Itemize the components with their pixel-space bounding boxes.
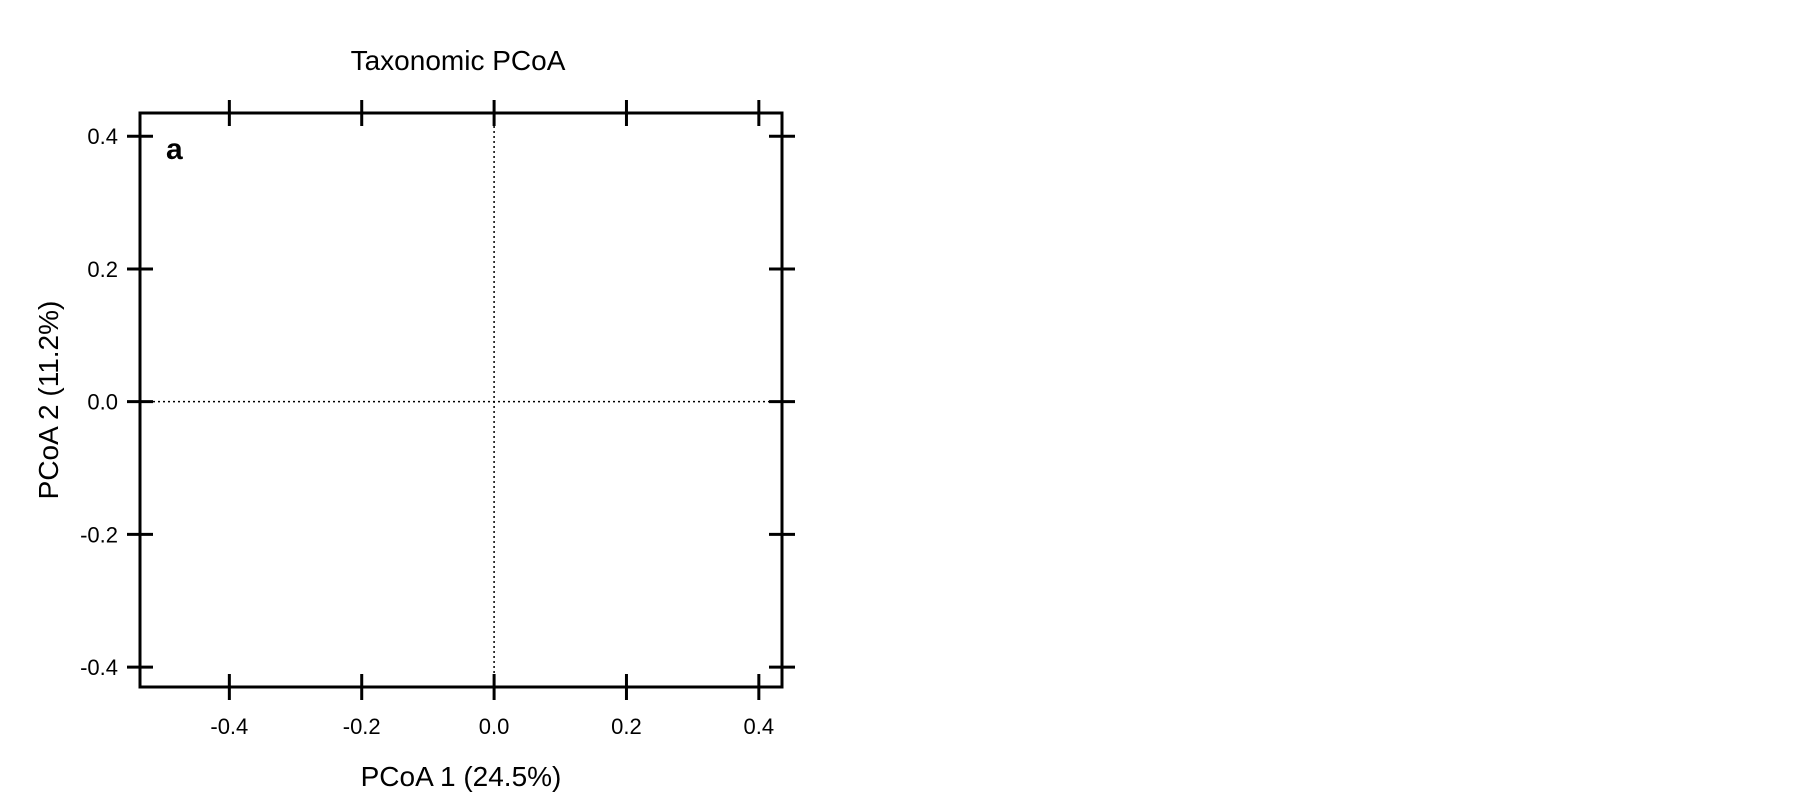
x-tick-label: 0.4 (744, 714, 775, 739)
y-axis-ticks: 0.4 0.2 0.0 -0.2 -0.4 (80, 124, 795, 680)
y-tick-label: 0.0 (87, 390, 118, 415)
chart-title: Taxonomic PCoA (351, 45, 566, 76)
x-tick-label: 0.2 (611, 714, 642, 739)
y-tick-label: -0.2 (80, 522, 118, 547)
x-axis-label: PCoA 1 (24.5%) (361, 761, 562, 792)
panel-label: a (166, 133, 183, 166)
x-tick-label: -0.2 (343, 714, 381, 739)
x-axis-ticks: -0.4 -0.2 0.0 0.2 0.4 (210, 100, 774, 739)
x-tick-label: -0.4 (210, 714, 248, 739)
x-tick-label: 0.0 (479, 714, 510, 739)
y-tick-label: 0.4 (87, 124, 118, 149)
plot-frame (138, 111, 784, 689)
y-axis-label: PCoA 2 (11.2%) (33, 301, 64, 500)
y-tick-label: -0.4 (80, 655, 118, 680)
y-tick-label: 0.2 (87, 257, 118, 282)
